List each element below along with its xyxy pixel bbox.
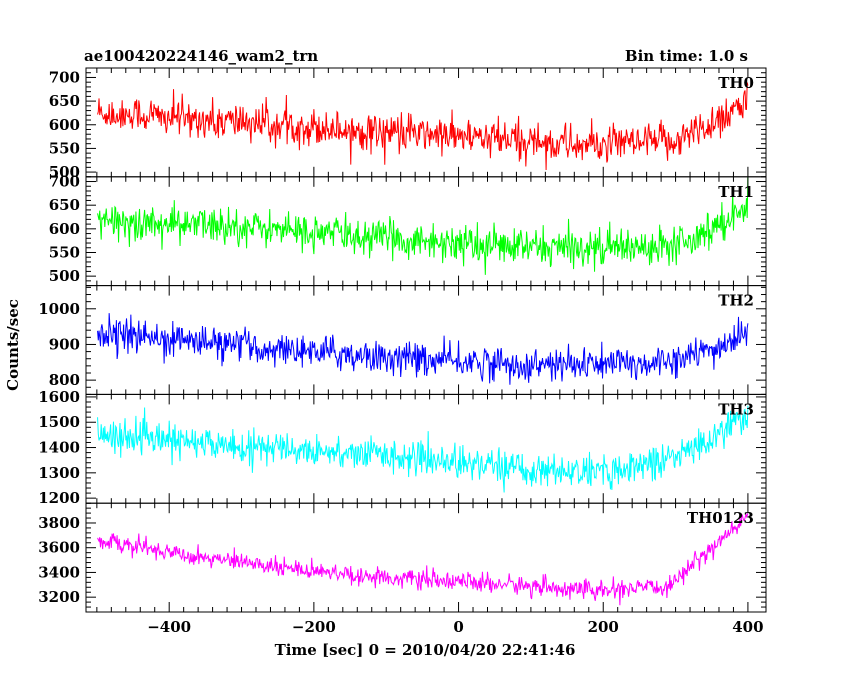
y-tick-label: 900 (49, 335, 80, 353)
x-tick-label: −400 (147, 618, 191, 636)
x-tick-label: 200 (588, 618, 619, 636)
series-line-th1 (97, 176, 749, 275)
panel-th3: 1200 1300 1400 1500 1600 TH3 (38, 388, 767, 507)
series-line-th0 (97, 82, 749, 170)
panel-label: TH2 (718, 292, 754, 310)
x-tick-label: 0 (453, 618, 463, 636)
series-line-th0123 (97, 512, 749, 606)
panel-frame (85, 502, 767, 613)
panel-label: TH0 (718, 74, 754, 92)
bin-time-label: Bin time: 1.0 s (625, 47, 748, 65)
y-tick-label: 1500 (38, 413, 80, 431)
y-tick-label: 3600 (38, 539, 80, 557)
y-tick-label: 700 (49, 68, 80, 86)
y-tick-label: 500 (49, 163, 80, 181)
y-tick-label: 1600 (38, 388, 80, 406)
y-tick-label: 3400 (38, 563, 80, 581)
y-tick-label: 500 (49, 267, 80, 285)
series-line-th2 (97, 313, 749, 385)
panel-th0: 500 550 600 650 700 TH0 (49, 67, 767, 181)
series-line-th3 (97, 405, 749, 493)
y-tick-label: 1200 (38, 489, 80, 507)
y-tick-label: 650 (49, 196, 80, 214)
y-tick-label: 600 (49, 220, 80, 238)
panel-label: TH1 (718, 183, 754, 201)
x-axis-title: Time [sec] 0 = 2010/04/20 22:41:46 (275, 641, 576, 659)
panel-th1: 500 550 600 650 700 TH1 (49, 173, 767, 287)
x-tick-label: 400 (732, 618, 763, 636)
panel-label: TH0123 (687, 509, 754, 527)
panel-th2: 800 900 1000 TH2 (38, 285, 767, 395)
y-tick-label: 550 (49, 139, 80, 157)
y-tick-label: 1400 (38, 439, 80, 457)
y-tick-label: 600 (49, 116, 80, 134)
y-axis-title: Counts/sec (4, 299, 22, 391)
y-tick-label: 800 (49, 371, 80, 389)
chart-title: ae100420224146_wam2_trn (84, 47, 318, 65)
y-tick-label: 1000 (38, 300, 80, 318)
y-tick-label: 3200 (38, 588, 80, 606)
y-tick-label: 650 (49, 92, 80, 110)
x-axis: −400 −200 0 200 400 (147, 618, 763, 636)
panels-group: 500 550 600 650 700 TH0 500 550 600 650 700 TH1 800 9… (38, 67, 767, 613)
y-tick-label: 1300 (38, 464, 80, 482)
x-tick-label: −200 (292, 618, 336, 636)
y-tick-label: 700 (49, 173, 80, 191)
y-tick-label: 550 (49, 243, 80, 261)
panel-label: TH3 (718, 400, 754, 418)
y-tick-label: 3800 (38, 514, 80, 532)
panel-frame (85, 393, 767, 504)
panel-frame (85, 176, 767, 287)
panel-th0123: 3200 3400 3600 3800 TH0123 (38, 502, 767, 613)
